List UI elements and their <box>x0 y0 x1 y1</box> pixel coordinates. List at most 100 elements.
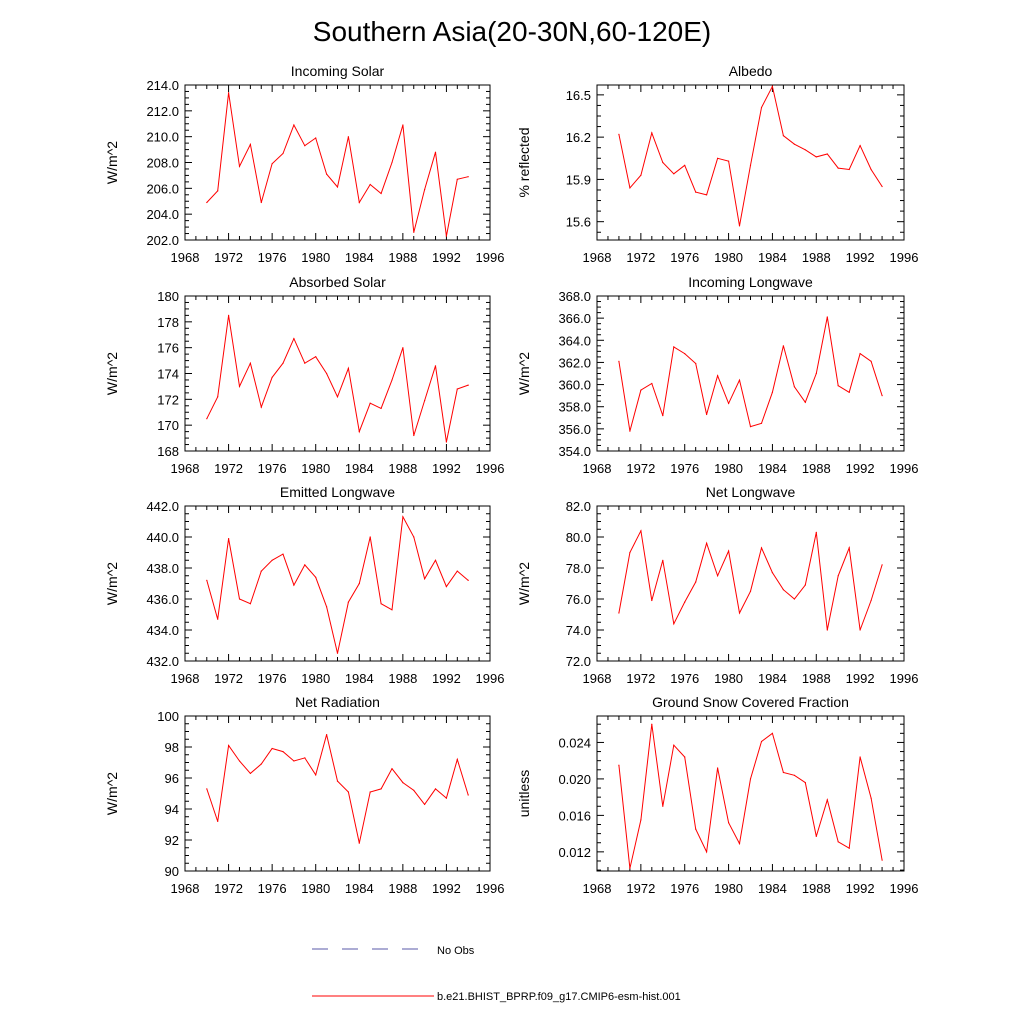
y-tick-label: 212.0 <box>146 104 179 119</box>
y-axis-label: W/m^2 <box>104 352 120 395</box>
x-tick-label: 1980 <box>714 250 743 265</box>
data-point <box>618 360 620 362</box>
y-tick-label: 442.0 <box>146 499 179 514</box>
data-point <box>271 747 273 750</box>
plot-frame <box>596 505 905 662</box>
data-point <box>629 187 631 189</box>
data-point <box>760 547 763 549</box>
y-tick-label: 0.020 <box>558 772 591 787</box>
data-point <box>870 360 872 362</box>
panel-title: Incoming Solar <box>291 63 385 79</box>
data-point <box>782 135 785 137</box>
data-point <box>304 757 306 759</box>
data-point <box>881 395 883 397</box>
y-tick-label: 74.0 <box>566 623 591 638</box>
x-tick-label: 1968 <box>171 461 200 476</box>
plot-frame <box>596 295 905 452</box>
data-point <box>391 379 393 381</box>
x-tick-label: 1976 <box>670 881 699 896</box>
x-tick-label: 1996 <box>890 461 919 476</box>
y-tick-label: 82.0 <box>566 499 591 514</box>
data-point <box>445 235 447 237</box>
data-point <box>445 586 447 588</box>
y-tick-label: 366.0 <box>558 311 591 326</box>
data-point <box>315 356 317 358</box>
data-point <box>249 143 251 145</box>
x-tick-label: 1972 <box>214 671 243 686</box>
data-point <box>391 161 393 164</box>
data-point <box>717 767 719 769</box>
y-tick-label: 176 <box>157 341 179 356</box>
y-axis-label: W/m^2 <box>516 352 532 395</box>
data-point <box>651 599 653 602</box>
data-point <box>804 584 806 586</box>
x-tick-label: 1984 <box>345 461 374 476</box>
data-point <box>271 163 273 165</box>
data-point <box>640 174 642 176</box>
data-point <box>837 575 839 577</box>
data-point <box>815 372 817 375</box>
plot-frame <box>184 715 491 872</box>
legend: No Obs b.e21.BHIST_BPRP.f09_g17.CMIP6-es… <box>312 945 681 1003</box>
x-tick-label: 1980 <box>301 250 330 265</box>
y-tick-label: 364.0 <box>558 333 591 348</box>
y-tick-label: 15.9 <box>566 172 591 187</box>
data-point <box>413 231 415 233</box>
data-point <box>413 536 415 538</box>
data-point <box>706 194 708 196</box>
y-tick-label: 0.024 <box>558 735 591 750</box>
data-point <box>749 778 752 780</box>
data-point <box>467 176 469 178</box>
data-point <box>260 570 262 572</box>
panel-incoming-solar: Incoming Solar W/m^2 1968 1972 1976 1980 1984 1… <box>104 63 504 265</box>
data-point <box>336 186 339 188</box>
data-point <box>881 859 883 861</box>
data-point <box>358 431 360 433</box>
series-line <box>206 734 469 844</box>
data-point <box>815 156 817 158</box>
data-point <box>859 145 861 147</box>
data-point <box>434 151 437 153</box>
panel-absorbed-solar: Absorbed Solar W/m^2 1968 1972 1976 1980 1984 1… <box>104 274 504 476</box>
y-tick-label: 16.2 <box>566 130 591 145</box>
data-point <box>815 835 817 838</box>
y-tick-label: 358.0 <box>558 400 591 415</box>
data-point <box>662 559 664 561</box>
x-tick-label: 1976 <box>258 671 287 686</box>
x-tick-label: 1992 <box>846 250 875 265</box>
x-tick-label: 1984 <box>758 250 787 265</box>
x-tick-label: 1980 <box>714 461 743 476</box>
data-point <box>760 422 763 424</box>
data-point <box>782 589 785 591</box>
x-tick-label: 1992 <box>846 671 875 686</box>
data-point <box>662 805 664 807</box>
y-tick-label: 354.0 <box>558 444 591 459</box>
x-tick-label: 1972 <box>626 461 655 476</box>
x-tick-label: 1988 <box>388 250 417 265</box>
x-tick-label: 1980 <box>301 671 330 686</box>
data-point <box>859 756 861 758</box>
data-point <box>771 85 774 87</box>
figure-title: Southern Asia(20-30N,60-120E) <box>313 16 711 47</box>
data-point <box>304 564 306 566</box>
data-point <box>629 430 631 432</box>
data-point <box>347 367 349 369</box>
data-point <box>782 771 785 774</box>
data-point <box>881 564 883 566</box>
data-point <box>728 550 730 552</box>
plot-frame <box>184 505 491 662</box>
data-point <box>706 542 708 544</box>
data-point <box>358 582 360 585</box>
data-point <box>271 376 273 378</box>
data-point <box>618 612 620 614</box>
data-point <box>456 388 458 390</box>
data-point <box>662 161 664 164</box>
y-tick-label: 208.0 <box>146 156 179 171</box>
y-tick-label: 202.0 <box>146 233 179 248</box>
data-point <box>673 744 675 746</box>
y-tick-label: 72.0 <box>566 654 591 669</box>
x-tick-label: 1980 <box>714 881 743 896</box>
x-tick-label: 1988 <box>388 461 417 476</box>
data-point <box>793 598 796 600</box>
y-tick-label: 15.6 <box>566 215 591 230</box>
